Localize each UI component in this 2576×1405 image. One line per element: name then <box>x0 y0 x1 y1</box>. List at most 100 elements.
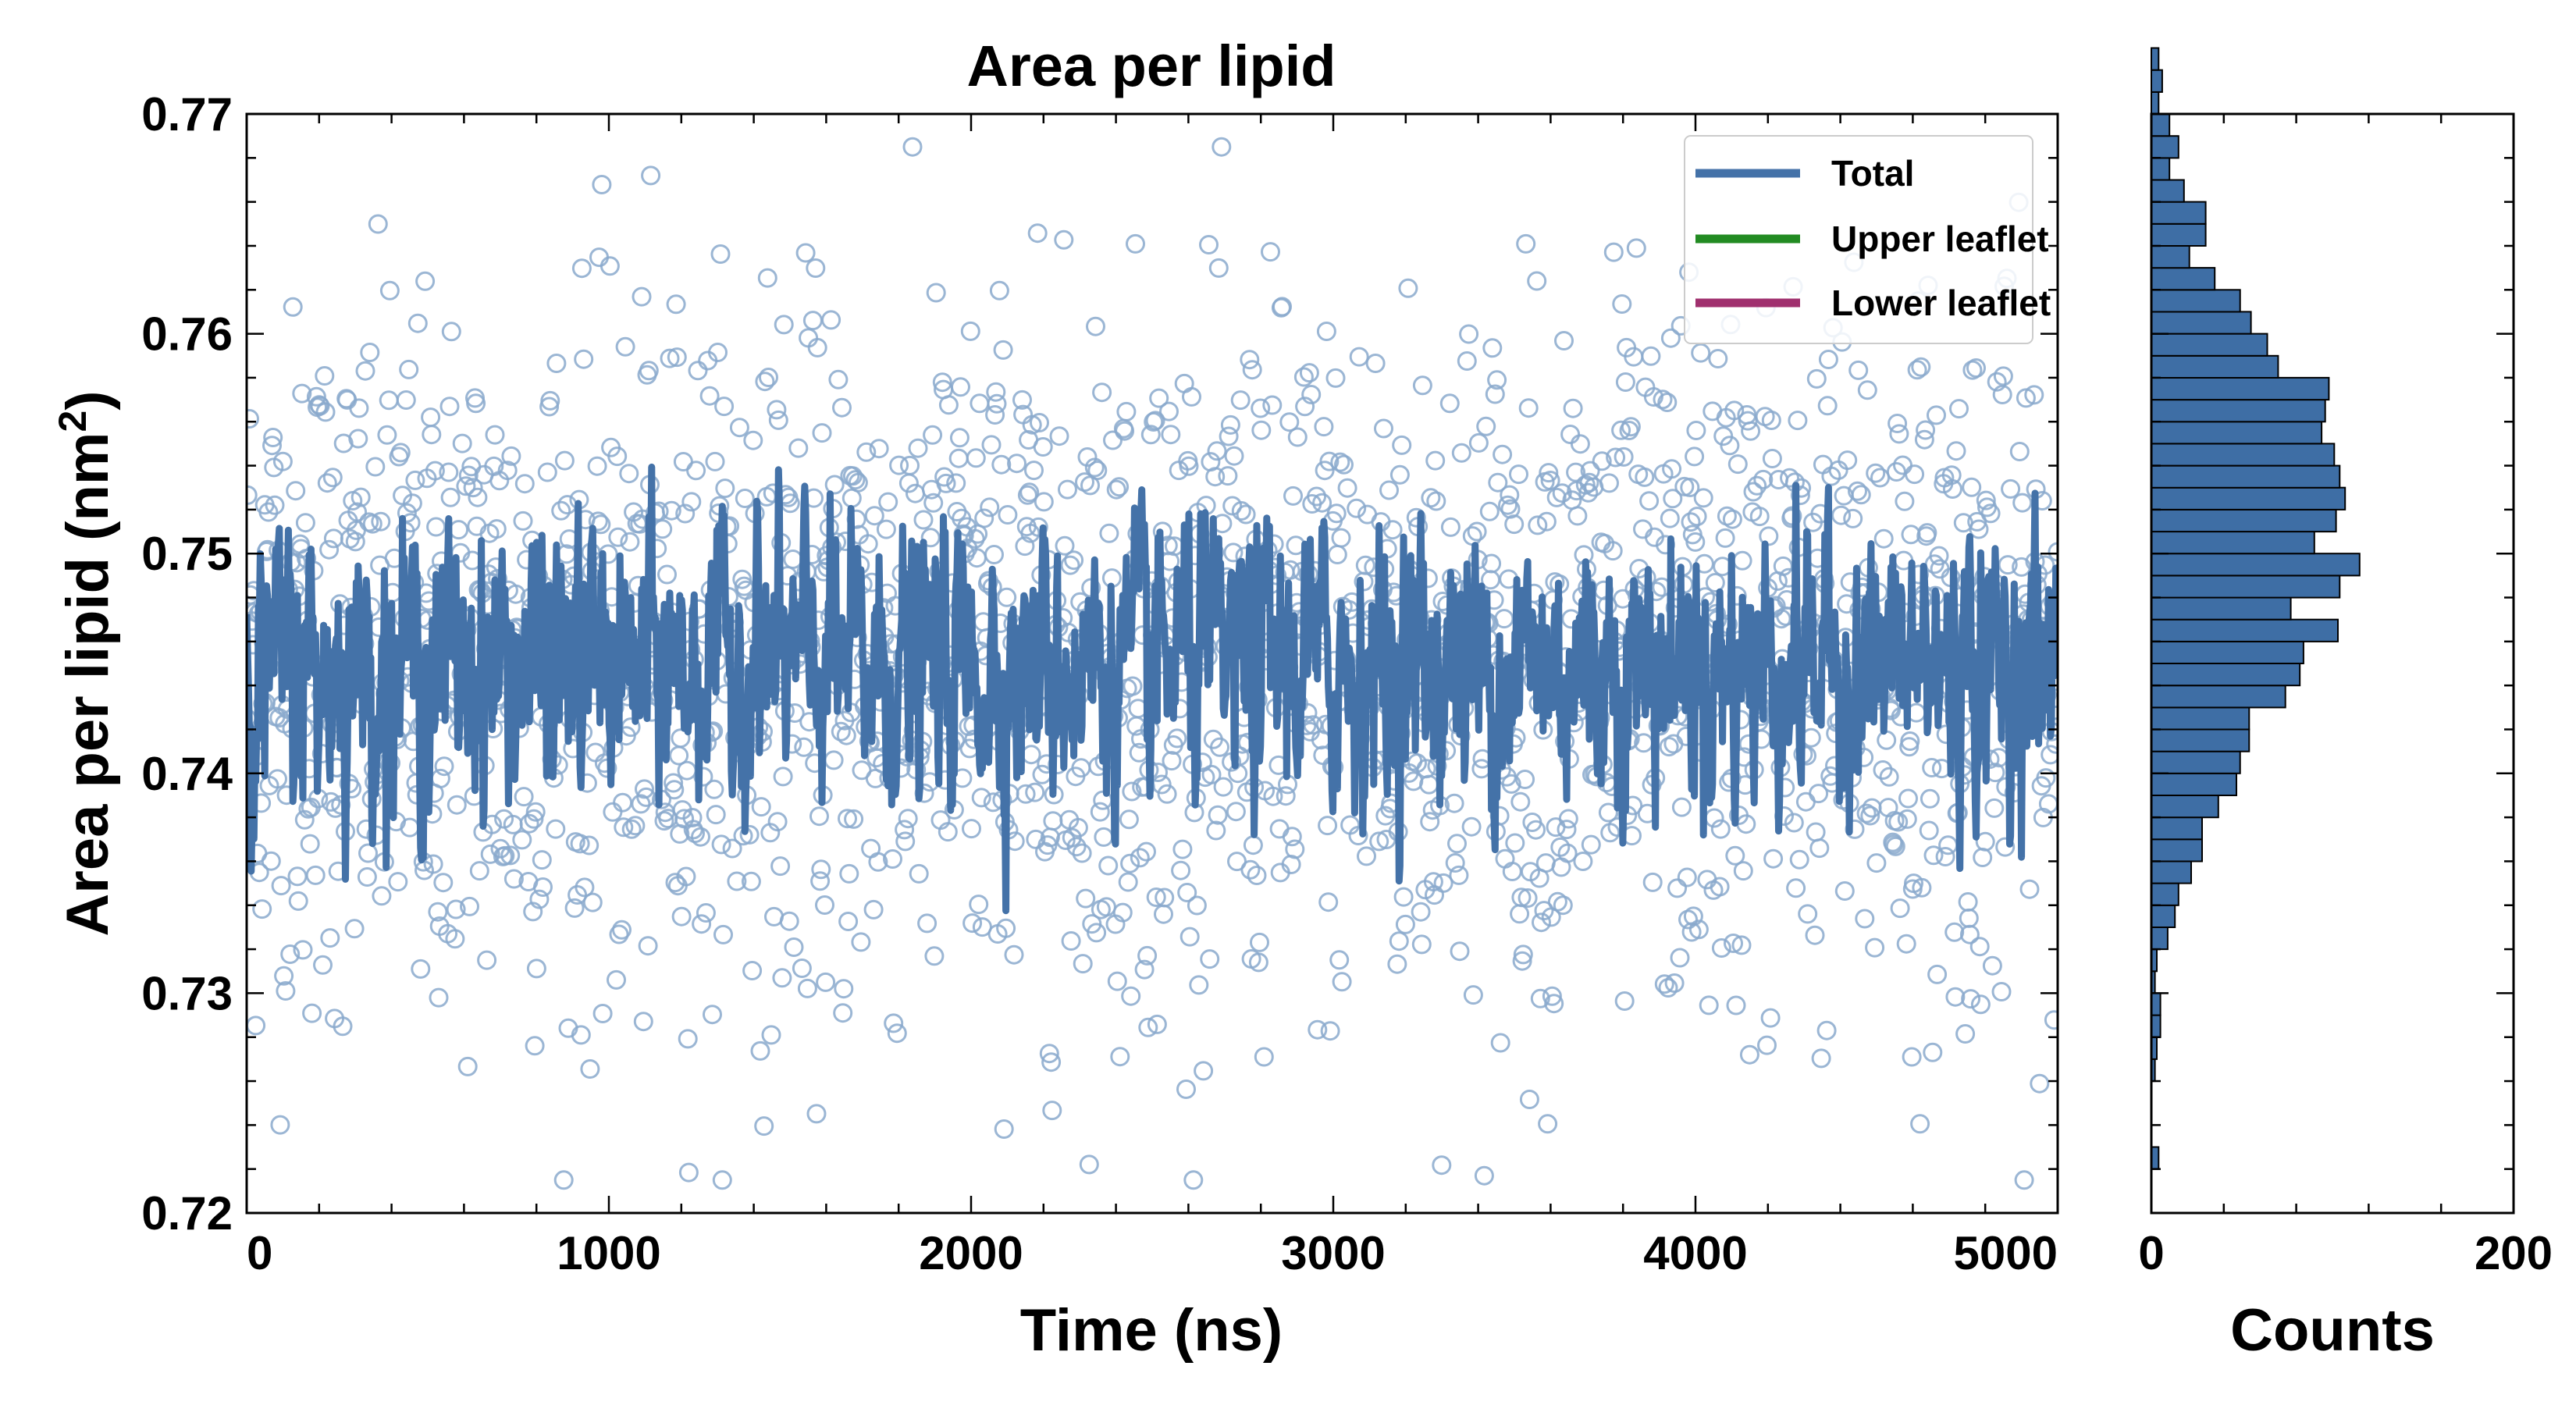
scatter-point <box>833 1003 853 1023</box>
scatter-point <box>1123 676 1143 696</box>
scatter-point <box>1664 973 1685 993</box>
scatter-point <box>1248 952 1268 973</box>
scatter-point <box>1230 390 1251 411</box>
scatter-point <box>1976 490 1996 510</box>
scatter-point <box>1419 774 1439 795</box>
scatter-point <box>1683 906 1703 927</box>
scatter-point <box>1110 1047 1130 1067</box>
scatter-point <box>1161 425 1181 445</box>
scatter-point <box>265 495 285 515</box>
scatter-point <box>824 750 844 770</box>
scatter-point <box>713 924 733 944</box>
scatter-point <box>998 505 1018 525</box>
scatter-point <box>358 843 378 863</box>
scatter-point <box>981 435 1002 455</box>
scatter-point <box>480 844 500 864</box>
histogram-bar <box>2151 443 2336 467</box>
scatter-point <box>739 824 760 845</box>
scatter-point <box>1162 751 1182 771</box>
scatter-point <box>614 817 634 838</box>
scatter-point <box>1285 839 1305 859</box>
scatter-point <box>365 457 386 477</box>
scatter-point <box>514 787 534 807</box>
scatter-point <box>1090 802 1110 822</box>
scatter-point <box>1315 461 1335 481</box>
scatter-point <box>773 767 793 787</box>
scatter-point <box>1873 528 1894 549</box>
scatter-point <box>529 889 550 909</box>
scatter-point <box>1739 1044 1759 1065</box>
legend-label-total: Total <box>1831 153 1914 194</box>
scatter-point <box>463 478 483 498</box>
scatter-point <box>592 175 612 194</box>
scatter-point <box>571 258 592 279</box>
scatter-point <box>1096 897 1116 917</box>
scatter-point <box>1603 541 1623 561</box>
scatter-point <box>913 510 934 530</box>
scatter-point <box>1747 475 1767 496</box>
scatter-point <box>1320 1021 1340 1041</box>
scatter-point <box>1923 845 1944 866</box>
scatter-point <box>280 944 301 964</box>
scatter-point <box>986 382 1006 402</box>
scatter-point <box>1319 451 1340 471</box>
scatter-point <box>1538 1114 1558 1134</box>
x-tick-label: 5000 <box>1954 1227 2058 1279</box>
histogram-bar <box>2151 464 2341 489</box>
scatter-point <box>863 899 884 919</box>
scatter-point <box>585 742 606 763</box>
scatter-point <box>345 532 365 552</box>
scatter-point <box>768 410 788 430</box>
scatter-point <box>2019 879 2040 899</box>
histogram-bar <box>2151 289 2241 313</box>
scatter-point <box>533 877 553 897</box>
scatter-point <box>678 1029 698 1049</box>
scatter-point <box>802 311 823 331</box>
scatter-point <box>1236 504 1256 525</box>
scatter-point <box>532 850 552 870</box>
scatter-point <box>727 871 747 891</box>
scatter-point <box>1179 456 1199 476</box>
histogram-ticks <box>2150 112 2515 1215</box>
scatter-point <box>1975 831 1995 852</box>
scatter-point <box>821 310 841 330</box>
chart-title: Area per lipid <box>967 34 1336 98</box>
scatter-point <box>711 834 731 855</box>
scatter-point <box>546 819 566 839</box>
scatter-point <box>571 1025 591 1045</box>
histogram-bar <box>2151 926 2169 951</box>
scatter-point <box>1301 385 1322 404</box>
scatter-point <box>1811 1048 1831 1069</box>
histogram-bar <box>2151 201 2207 225</box>
scatter-point <box>1848 360 1869 380</box>
scatter-point <box>774 315 794 335</box>
scatter-point <box>1923 1042 1943 1062</box>
scatter-point <box>1973 848 1993 867</box>
scatter-point <box>247 1016 266 1036</box>
main-ticks <box>245 112 2059 1215</box>
scatter-point <box>1905 464 1925 485</box>
scatter-point <box>1019 482 1040 503</box>
scatter-point <box>263 428 283 447</box>
scatter-point <box>1685 446 1705 467</box>
scatter-point <box>1187 895 1207 916</box>
scatter-point <box>845 470 866 490</box>
scatter-point <box>1461 816 1482 837</box>
scatter-point <box>638 936 658 956</box>
scatter-point <box>337 389 358 410</box>
scatter-point <box>1212 137 1232 157</box>
scatter-point <box>1763 848 1784 869</box>
scatter-point <box>1457 351 1477 371</box>
scatter-point <box>1331 528 1351 548</box>
scatter-point <box>923 493 944 513</box>
histogram-tick-labels: 0 200 <box>2138 1227 2553 1279</box>
scatter-point <box>388 872 408 892</box>
scatter-point <box>1043 811 1063 831</box>
scatter-point <box>1691 343 1711 363</box>
scatter-point <box>495 845 515 866</box>
scatter-point <box>1860 806 1880 826</box>
scatter-point <box>1920 788 1940 809</box>
scatter-point <box>1927 964 1948 984</box>
histogram-bar <box>2151 1014 2161 1038</box>
